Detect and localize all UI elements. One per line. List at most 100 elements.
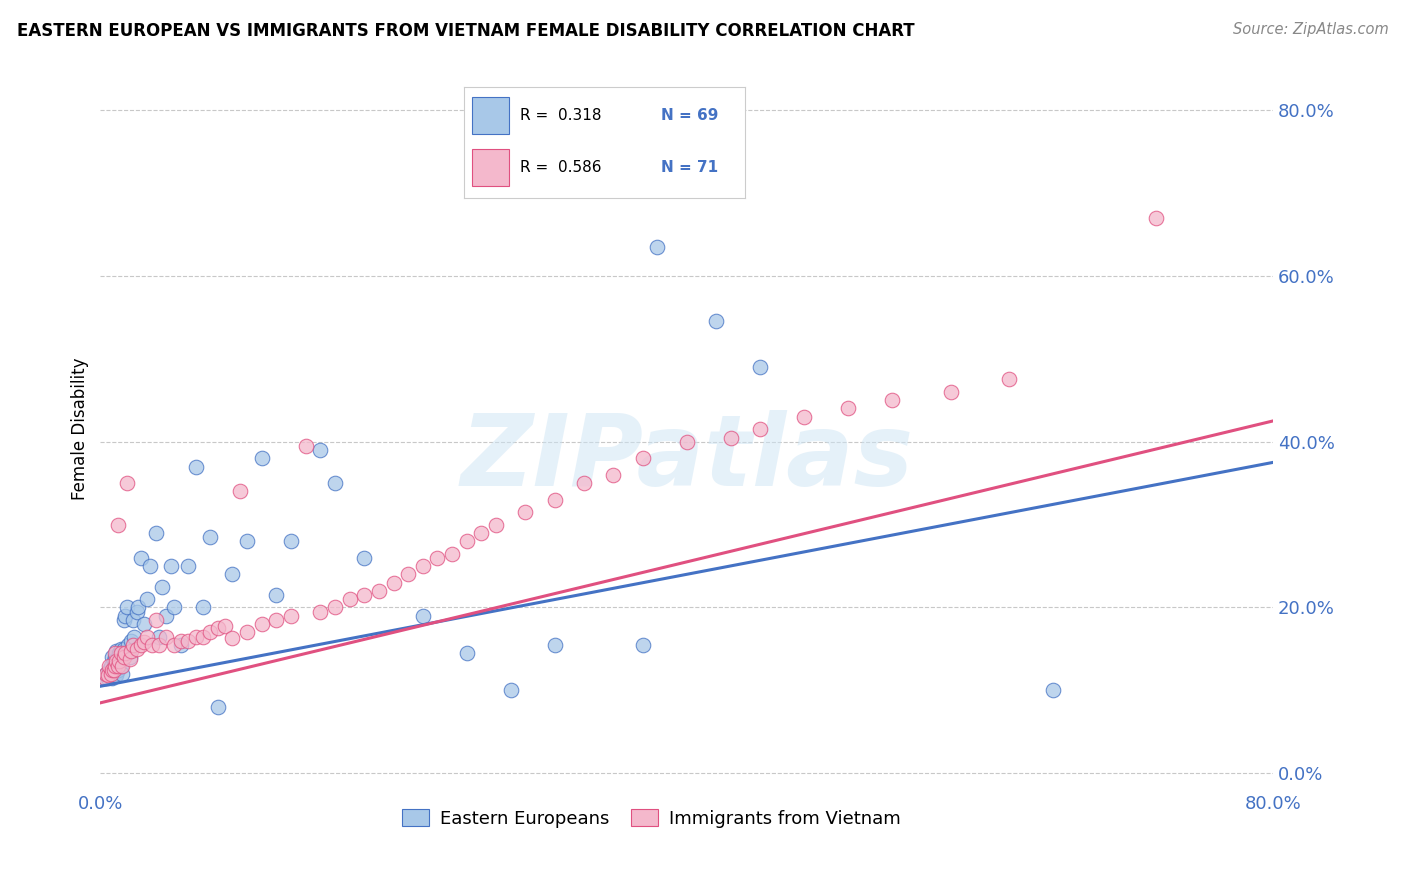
Point [207,621,229,635]
Point [100,666,122,681]
Point [1144,211,1167,225]
Point [150,580,173,594]
Point [110,646,132,660]
Point [105,668,128,682]
Point [111,666,134,681]
Text: Source: ZipAtlas.com: Source: ZipAtlas.com [1233,22,1389,37]
Point [97,668,120,682]
Point [120,633,142,648]
Point [309,605,332,619]
Point [96,666,118,681]
Point [103,658,125,673]
Text: EASTERN EUROPEAN VS IMMIGRANTS FROM VIETNAM FEMALE DISABILITY CORRELATION CHART: EASTERN EUROPEAN VS IMMIGRANTS FROM VIET… [17,22,914,40]
Point [426,550,449,565]
Point [107,650,129,665]
Point [103,663,125,677]
Point [353,588,375,602]
Point [264,613,287,627]
Point [323,476,346,491]
Point [191,600,214,615]
Point [134,635,156,649]
Point [382,575,405,590]
Point [111,646,134,660]
Legend: Eastern Europeans, Immigrants from Vietnam: Eastern Europeans, Immigrants from Vietn… [395,802,908,835]
Point [148,638,170,652]
Point [148,630,170,644]
Point [127,600,149,615]
Point [294,439,316,453]
Point [104,668,127,682]
Point [141,638,163,652]
Point [441,547,464,561]
Point [1042,683,1064,698]
Point [236,625,259,640]
Point [998,372,1021,386]
Point [749,359,772,374]
Point [704,314,727,328]
Point [221,631,243,645]
Point [103,663,125,677]
Point [456,646,478,660]
Point [163,600,186,615]
Point [367,583,389,598]
Text: ZIPatlas: ZIPatlas [460,409,914,507]
Point [184,630,207,644]
Point [115,600,138,615]
Point [323,600,346,615]
Point [145,613,167,627]
Point [207,700,229,714]
Point [250,617,273,632]
Point [118,650,141,665]
Point [96,666,118,681]
Point [115,476,138,491]
Point [100,658,122,673]
Point [104,650,127,665]
Point [602,467,624,482]
Point [163,638,186,652]
Point [100,666,122,681]
Point [131,550,153,565]
Point [108,654,131,668]
Point [112,650,135,665]
Point [675,434,697,449]
Point [631,638,654,652]
Point [177,559,200,574]
Point [880,393,903,408]
Point [793,409,815,424]
Point [837,401,859,416]
Point [108,660,131,674]
Y-axis label: Female Disability: Female Disability [72,358,89,500]
Point [97,671,120,685]
Point [104,646,127,660]
Point [121,613,143,627]
Point [170,633,193,648]
Point [111,658,134,673]
Point [94,671,117,685]
Point [228,484,250,499]
Point [159,559,181,574]
Point [339,592,361,607]
Point [184,459,207,474]
Point [101,671,124,685]
Point [125,605,148,619]
Point [136,630,159,644]
Point [107,658,129,673]
Point [499,683,522,698]
Point [200,625,222,640]
Point [631,451,654,466]
Point [112,642,135,657]
Point [544,492,567,507]
Point [104,658,127,673]
Point [456,534,478,549]
Point [114,646,136,660]
Point [280,608,302,623]
Point [191,630,214,644]
Point [200,530,222,544]
Point [107,517,129,532]
Point [105,643,128,657]
Point [515,505,537,519]
Point [396,567,419,582]
Point [939,384,962,399]
Point [122,630,145,644]
Point [749,422,772,436]
